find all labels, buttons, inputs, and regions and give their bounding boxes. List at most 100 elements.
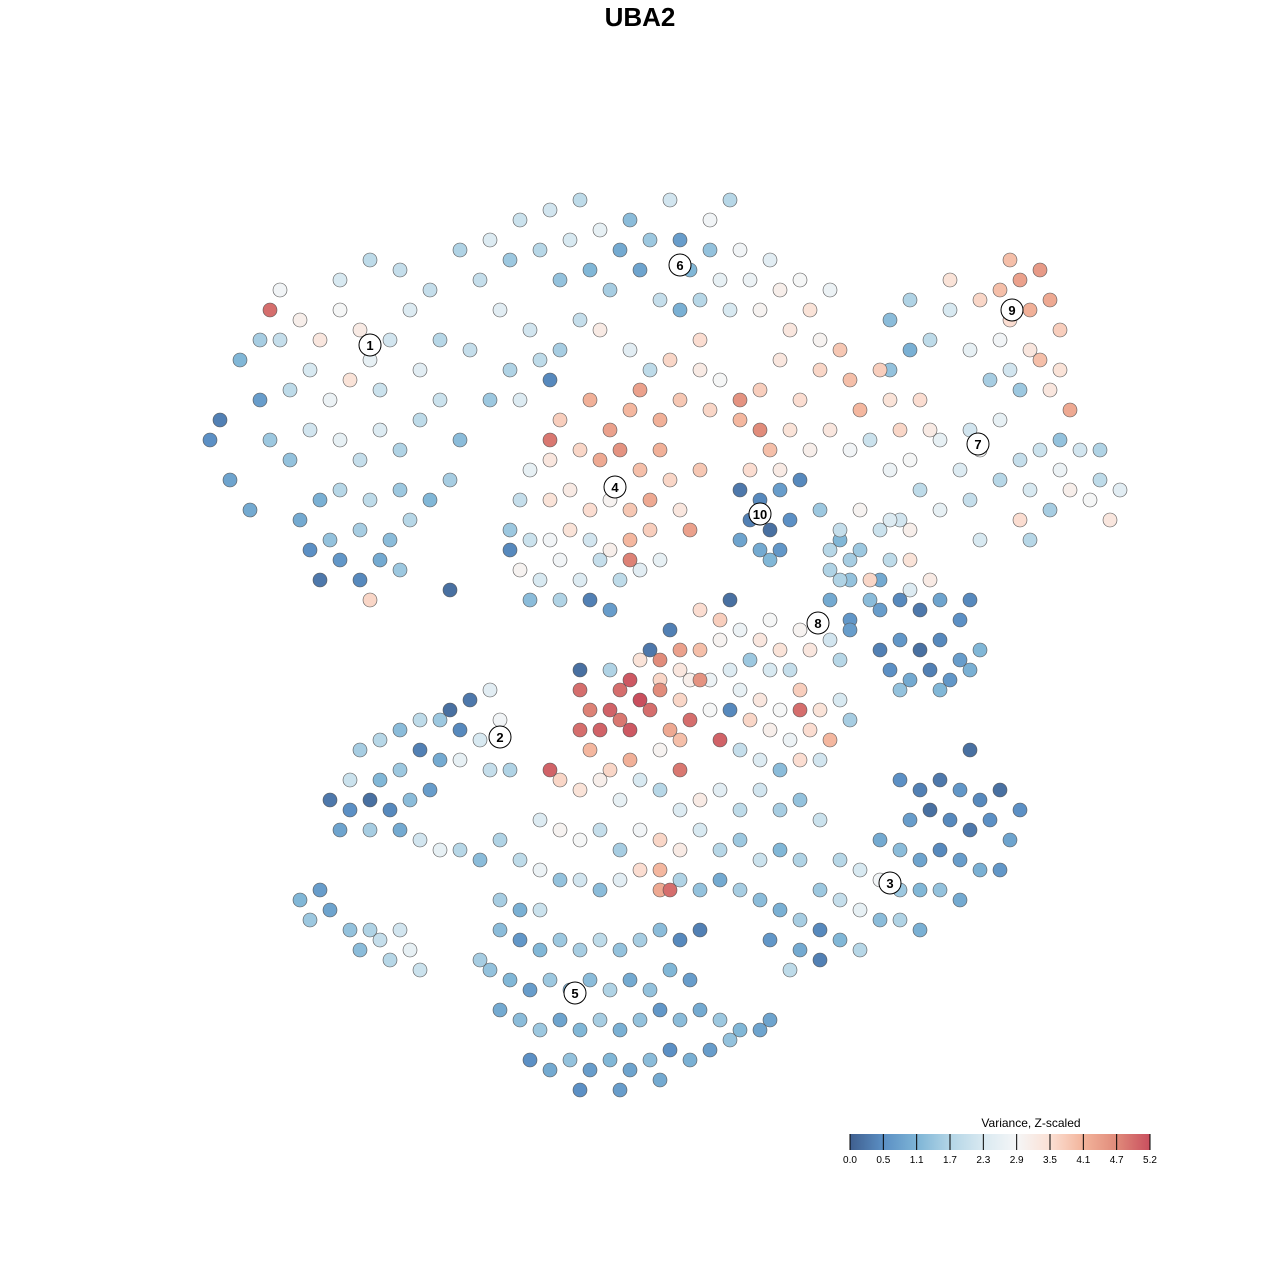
data-point: [692, 822, 708, 838]
data-point: [452, 242, 468, 258]
data-point: [712, 782, 728, 798]
data-point: [692, 602, 708, 618]
data-point: [872, 602, 888, 618]
data-point: [542, 532, 558, 548]
cluster-label-badge: [878, 871, 902, 895]
data-point: [622, 1062, 638, 1078]
data-point: [682, 712, 698, 728]
data-point: [492, 892, 508, 908]
data-point: [462, 342, 478, 358]
data-point: [842, 442, 858, 458]
data-point: [672, 932, 688, 948]
data-point: [772, 762, 788, 778]
legend-tick-label: 4.1: [1076, 1155, 1090, 1166]
data-point: [672, 872, 688, 888]
data-point: [572, 682, 588, 698]
data-point: [722, 1032, 738, 1048]
data-point: [612, 712, 628, 728]
data-point: [482, 762, 498, 778]
legend-tick-label: 3.5: [1043, 1155, 1057, 1166]
data-point: [412, 362, 428, 378]
data-point: [352, 522, 368, 538]
data-point: [652, 1002, 668, 1018]
data-point: [242, 502, 258, 518]
cluster-label: 9: [1000, 298, 1024, 322]
data-point: [932, 842, 948, 858]
data-point: [652, 442, 668, 458]
data-point: [572, 572, 588, 588]
data-point: [392, 262, 408, 278]
data-point: [412, 832, 428, 848]
data-point: [642, 642, 658, 658]
data-point: [702, 212, 718, 228]
data-point: [762, 552, 778, 568]
data-point: [282, 452, 298, 468]
data-point: [902, 582, 918, 598]
data-point: [652, 1072, 668, 1088]
data-point: [452, 432, 468, 448]
data-point: [842, 622, 858, 638]
data-point: [402, 302, 418, 318]
data-point: [292, 512, 308, 528]
data-point: [382, 532, 398, 548]
data-point: [572, 442, 588, 458]
data-point: [1092, 472, 1108, 488]
data-point: [942, 812, 958, 828]
data-point: [532, 242, 548, 258]
data-point: [422, 782, 438, 798]
data-point: [352, 942, 368, 958]
data-point: [502, 362, 518, 378]
data-point: [792, 792, 808, 808]
data-point: [952, 892, 968, 908]
data-point: [582, 972, 598, 988]
data-point: [532, 812, 548, 828]
cluster-label-badge: [603, 475, 627, 499]
data-point: [362, 492, 378, 508]
data-point: [712, 372, 728, 388]
data-point: [732, 532, 748, 548]
data-point: [812, 812, 828, 828]
data-point: [732, 832, 748, 848]
data-point: [372, 552, 388, 568]
data-point: [972, 642, 988, 658]
data-point: [512, 902, 528, 918]
data-point: [742, 712, 758, 728]
data-point: [532, 352, 548, 368]
data-point: [322, 392, 338, 408]
data-point: [912, 392, 928, 408]
data-point: [962, 742, 978, 758]
data-point: [272, 282, 288, 298]
data-point: [782, 962, 798, 978]
data-point: [332, 482, 348, 498]
cluster-label-badge: [563, 981, 587, 1005]
data-point: [582, 702, 598, 718]
data-point: [632, 652, 648, 668]
data-point: [882, 462, 898, 478]
data-point: [612, 442, 628, 458]
data-point: [952, 782, 968, 798]
data-point: [272, 332, 288, 348]
data-point: [752, 422, 768, 438]
data-point: [942, 272, 958, 288]
data-point: [572, 782, 588, 798]
data-point: [882, 312, 898, 328]
data-point: [572, 722, 588, 738]
data-point: [902, 552, 918, 568]
data-point: [502, 252, 518, 268]
data-point: [752, 782, 768, 798]
data-point: [792, 622, 808, 638]
data-point: [952, 612, 968, 628]
data-point: [922, 662, 938, 678]
data-point: [582, 392, 598, 408]
data-point: [812, 702, 828, 718]
data-point: [692, 922, 708, 938]
data-point: [702, 242, 718, 258]
data-point: [392, 822, 408, 838]
data-point: [712, 872, 728, 888]
data-point: [912, 882, 928, 898]
data-point: [1002, 252, 1018, 268]
data-point: [742, 272, 758, 288]
data-point: [592, 322, 608, 338]
data-point: [482, 682, 498, 698]
data-point: [932, 632, 948, 648]
